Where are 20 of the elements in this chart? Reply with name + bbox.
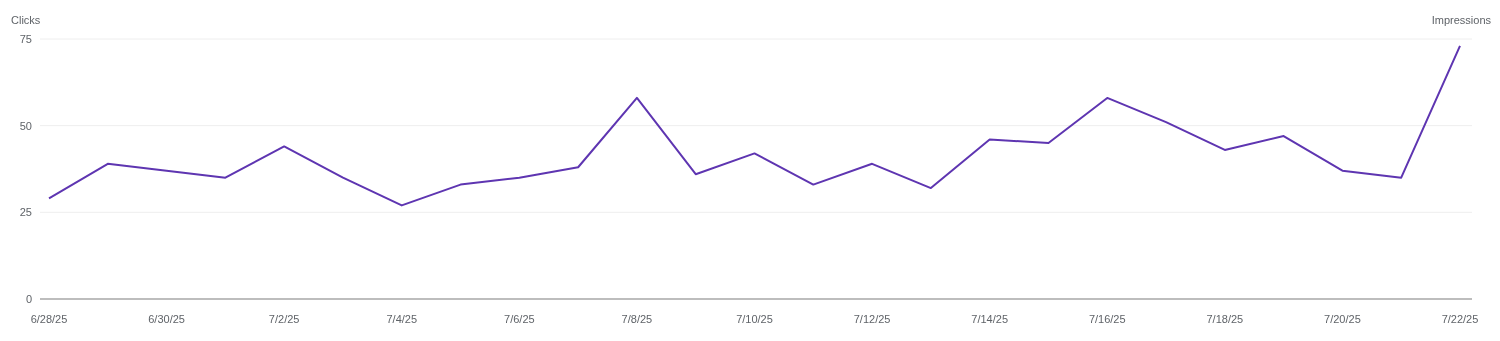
- x-tick-label: 7/22/25: [1441, 312, 1479, 325]
- y2-axis-title: Impressions: [1431, 14, 1491, 26]
- y-axis-title: Clicks: [11, 14, 41, 26]
- x-tick-label: 7/12/25: [853, 312, 891, 325]
- line-series: [48, 44, 1461, 207]
- y-tick-label: 0: [25, 292, 32, 305]
- y-tick-label: 75: [19, 32, 32, 45]
- x-tick-label: 7/6/25: [504, 312, 535, 325]
- x-tick-label: 7/10/25: [736, 312, 773, 325]
- y-tick-label: 25: [19, 206, 32, 219]
- x-tick-label: 7/18/25: [1206, 312, 1244, 325]
- x-tick-label: 7/20/25: [1324, 312, 1361, 325]
- x-tick-label: 6/30/25: [148, 312, 185, 325]
- x-tick-label: 7/2/25: [268, 312, 300, 325]
- x-tick-label: 7/14/25: [971, 312, 1009, 325]
- x-tick-label: 7/4/25: [386, 312, 418, 325]
- y-tick-label: 50: [19, 119, 32, 132]
- x-tick-label: 7/8/25: [621, 312, 653, 325]
- x-tick-label: 6/28/25: [30, 312, 68, 325]
- x-tick-label: 7/16/25: [1088, 312, 1126, 325]
